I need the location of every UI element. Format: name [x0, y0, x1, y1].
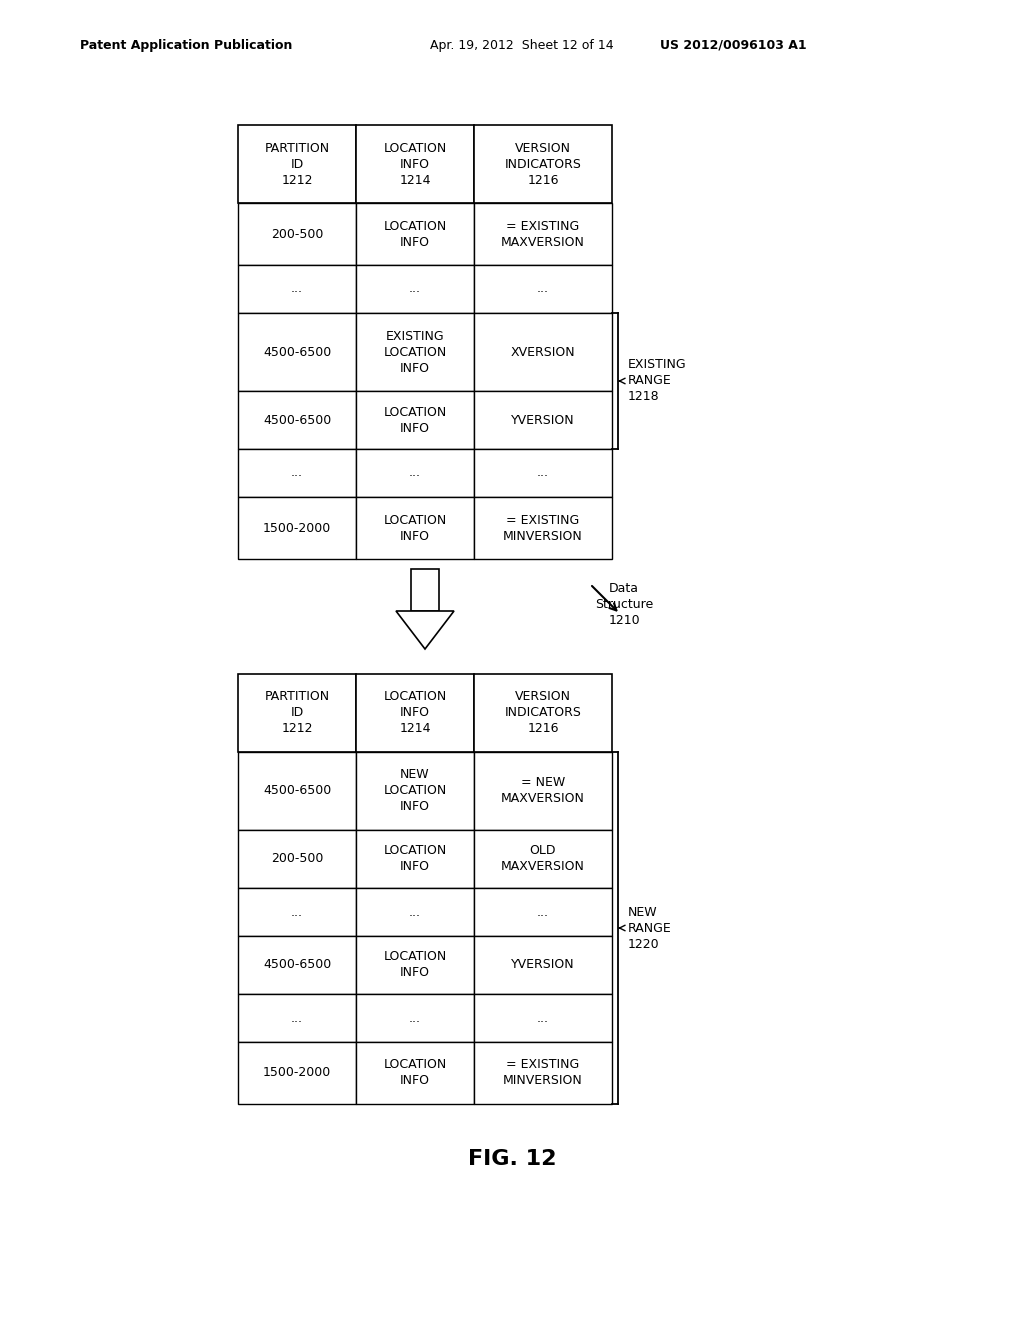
Text: ...: ...	[537, 906, 549, 919]
Text: = EXISTING
MINVERSION: = EXISTING MINVERSION	[503, 1059, 583, 1088]
Bar	[474, 994, 612, 1041]
Bar	[356, 1041, 474, 1104]
Text: YVERSION: YVERSION	[511, 958, 574, 972]
Text: 1500-2000: 1500-2000	[263, 521, 331, 535]
Text: 200-500: 200-500	[270, 853, 324, 866]
Bar	[238, 1041, 356, 1104]
Text: LOCATION
INFO: LOCATION INFO	[383, 1059, 446, 1088]
Bar	[238, 830, 356, 888]
Bar	[356, 313, 474, 391]
Bar	[356, 391, 474, 449]
Text: LOCATION
INFO: LOCATION INFO	[383, 845, 446, 874]
Bar	[474, 888, 612, 936]
Text: ...: ...	[409, 282, 421, 296]
Bar	[238, 391, 356, 449]
Text: 4500-6500: 4500-6500	[263, 413, 331, 426]
Bar	[474, 752, 612, 830]
Text: OLD
MAXVERSION: OLD MAXVERSION	[501, 845, 585, 874]
Bar	[474, 125, 612, 203]
Text: ...: ...	[409, 1011, 421, 1024]
Text: LOCATION
INFO: LOCATION INFO	[383, 950, 446, 979]
Bar	[356, 449, 474, 498]
Bar	[474, 391, 612, 449]
Bar	[356, 125, 474, 203]
Bar	[411, 569, 439, 611]
Text: EXISTING
LOCATION
INFO: EXISTING LOCATION INFO	[383, 330, 446, 375]
Bar	[238, 936, 356, 994]
Bar	[356, 752, 474, 830]
Bar	[356, 994, 474, 1041]
Text: ...: ...	[291, 906, 303, 919]
Bar	[474, 830, 612, 888]
Text: LOCATION
INFO: LOCATION INFO	[383, 513, 446, 543]
Text: 4500-6500: 4500-6500	[263, 784, 331, 797]
Text: PARTITION
ID
1212: PARTITION ID 1212	[264, 141, 330, 186]
Bar	[238, 994, 356, 1041]
Text: Apr. 19, 2012  Sheet 12 of 14: Apr. 19, 2012 Sheet 12 of 14	[430, 38, 613, 51]
Text: ...: ...	[291, 282, 303, 296]
Text: Data
Structure
1210: Data Structure 1210	[595, 582, 653, 627]
Text: Patent Application Publication: Patent Application Publication	[80, 38, 293, 51]
Text: LOCATION
INFO: LOCATION INFO	[383, 219, 446, 248]
Bar	[238, 313, 356, 391]
Text: 4500-6500: 4500-6500	[263, 958, 331, 972]
Bar	[356, 675, 474, 752]
Bar	[474, 1041, 612, 1104]
Bar	[238, 675, 356, 752]
Text: ...: ...	[409, 906, 421, 919]
Text: LOCATION
INFO
1214: LOCATION INFO 1214	[383, 690, 446, 735]
Bar	[474, 675, 612, 752]
Bar	[474, 449, 612, 498]
Bar	[238, 203, 356, 265]
Text: PARTITION
ID
1212: PARTITION ID 1212	[264, 690, 330, 735]
Text: ...: ...	[537, 282, 549, 296]
Text: NEW
LOCATION
INFO: NEW LOCATION INFO	[383, 768, 446, 813]
Bar	[474, 936, 612, 994]
Text: ...: ...	[537, 466, 549, 479]
Bar	[474, 203, 612, 265]
Bar	[238, 498, 356, 558]
Text: US 2012/0096103 A1: US 2012/0096103 A1	[660, 38, 807, 51]
Bar	[474, 313, 612, 391]
Text: LOCATION
INFO: LOCATION INFO	[383, 405, 446, 434]
Bar	[238, 265, 356, 313]
Bar	[356, 265, 474, 313]
Text: 200-500: 200-500	[270, 227, 324, 240]
Text: VERSION
INDICATORS
1216: VERSION INDICATORS 1216	[505, 141, 582, 186]
Bar	[356, 888, 474, 936]
Text: ...: ...	[409, 466, 421, 479]
Bar	[474, 498, 612, 558]
Text: = EXISTING
MAXVERSION: = EXISTING MAXVERSION	[501, 219, 585, 248]
Text: ...: ...	[537, 1011, 549, 1024]
Bar	[474, 265, 612, 313]
Bar	[356, 936, 474, 994]
Text: YVERSION: YVERSION	[511, 413, 574, 426]
Bar	[238, 888, 356, 936]
Text: = NEW
MAXVERSION: = NEW MAXVERSION	[501, 776, 585, 805]
Text: NEW
RANGE
1220: NEW RANGE 1220	[628, 906, 672, 950]
Bar	[356, 830, 474, 888]
Text: LOCATION
INFO
1214: LOCATION INFO 1214	[383, 141, 446, 186]
Text: 1500-2000: 1500-2000	[263, 1067, 331, 1080]
Bar	[238, 449, 356, 498]
Text: VERSION
INDICATORS
1216: VERSION INDICATORS 1216	[505, 690, 582, 735]
Polygon shape	[396, 611, 454, 649]
Text: ...: ...	[291, 466, 303, 479]
Text: ...: ...	[291, 1011, 303, 1024]
Bar	[238, 125, 356, 203]
Text: EXISTING
RANGE
1218: EXISTING RANGE 1218	[628, 359, 687, 404]
Text: 4500-6500: 4500-6500	[263, 346, 331, 359]
Text: FIG. 12: FIG. 12	[468, 1148, 556, 1170]
Bar	[238, 752, 356, 830]
Bar	[356, 203, 474, 265]
Text: XVERSION: XVERSION	[511, 346, 575, 359]
Bar	[356, 498, 474, 558]
Text: = EXISTING
MINVERSION: = EXISTING MINVERSION	[503, 513, 583, 543]
